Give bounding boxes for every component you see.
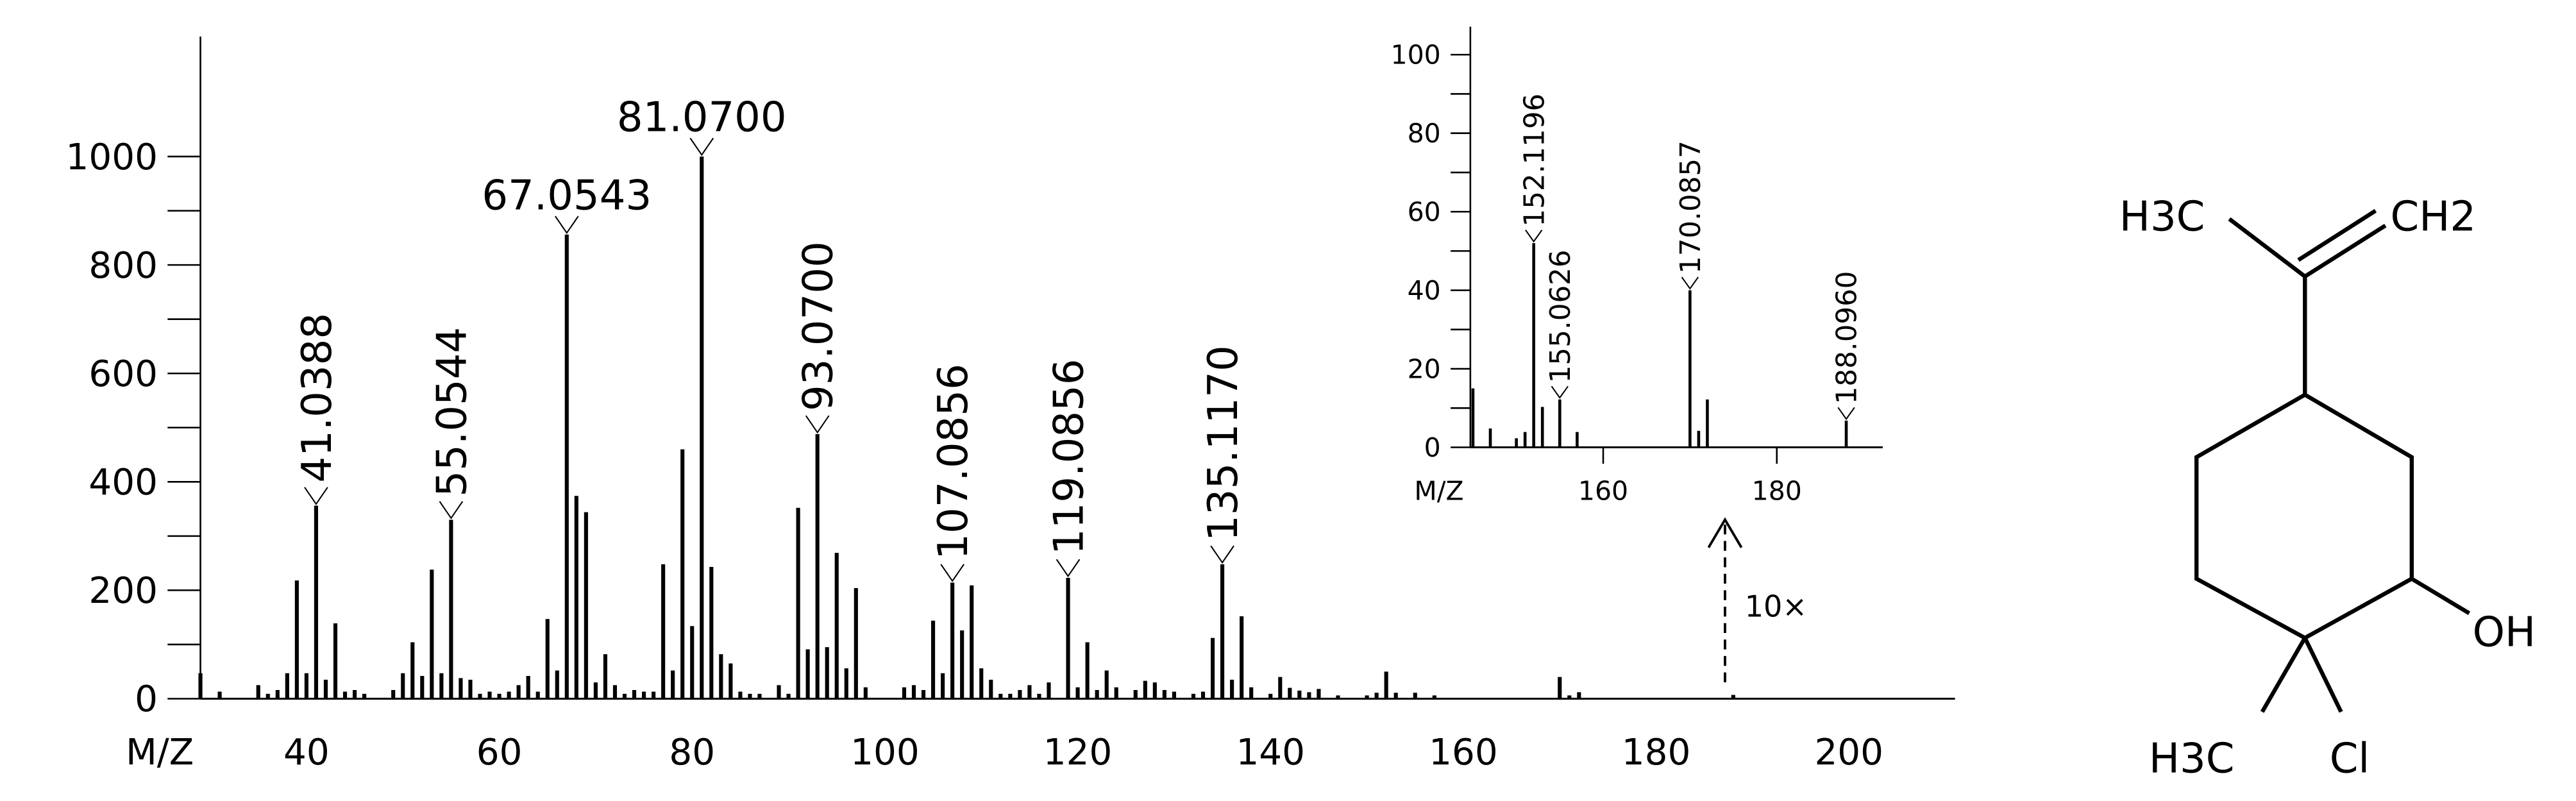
cyclohexane-ring — [2194, 392, 2414, 641]
x-tick-label: 160 — [1429, 732, 1498, 773]
x-tick-label: 180 — [1622, 732, 1691, 773]
inset-spectrum: 0 20 40 60 80 100 160 180 M/Z 152.1196 155.0626 170… — [1391, 26, 1883, 506]
peak-marker — [805, 415, 830, 434]
x-tick-label: 160 — [1578, 475, 1628, 506]
peak-label: 135.1170 — [1200, 345, 1247, 541]
peak-marker — [940, 564, 964, 582]
x-tick-label: 60 — [476, 732, 523, 773]
y-tick-label: 400 — [88, 462, 158, 503]
bond-oh — [2411, 577, 2471, 616]
peak-marker — [1056, 559, 1081, 578]
x-axis-title: M/Z — [1414, 475, 1463, 506]
y-tick-label: 800 — [88, 245, 158, 287]
bond-double-2 — [2297, 208, 2377, 262]
peak-label: 155.0626 — [1545, 249, 1577, 383]
y-tick-label: 1000 — [66, 137, 158, 178]
y-tick-label: 600 — [88, 353, 158, 395]
peak-marker — [1525, 230, 1543, 243]
atom-labels: H3C CH2 OH H3C Cl — [2119, 193, 2536, 782]
y-tick-label: 20 — [1408, 353, 1441, 384]
y-tick-label: 80 — [1408, 118, 1441, 149]
peak-label: 67.0543 — [482, 172, 652, 219]
y-tick-label: 100 — [1391, 40, 1441, 71]
peak-label: 188.0960 — [1831, 271, 1864, 404]
peak-label: 41.0388 — [294, 313, 341, 483]
bond-cl — [2303, 637, 2343, 713]
peak-marker — [1681, 276, 1699, 290]
x-tick-label: 140 — [1236, 732, 1305, 773]
bond-methyl-top — [2228, 217, 2307, 278]
magnification-indicator: 10× — [1707, 517, 1807, 682]
x-tick-label: 200 — [1814, 732, 1883, 773]
chemical-structure — [2194, 208, 2471, 713]
y-tick-label: 60 — [1408, 196, 1441, 227]
arrow-up-icon — [1707, 517, 1743, 548]
peak-label: 119.0856 — [1046, 359, 1093, 555]
peak-marker — [1210, 545, 1234, 564]
x-tick-label: 180 — [1752, 475, 1802, 506]
x-tick-label: 40 — [283, 732, 330, 773]
atom-label-ch2: CH2 — [2391, 193, 2477, 240]
x-tick-label: 120 — [1043, 732, 1113, 773]
x-tick-label: 100 — [850, 732, 920, 773]
peak-label: 81.0700 — [617, 94, 787, 142]
bond-methyl-bottom — [2260, 637, 2307, 713]
peak-label: 152.1196 — [1519, 94, 1551, 227]
atom-label-h3c-top: H3C — [2119, 193, 2205, 240]
peak-marker — [1837, 407, 1855, 421]
peak-label: 107.0856 — [930, 364, 977, 560]
peak-label: 55.0544 — [428, 327, 476, 497]
peak-marker — [439, 501, 464, 519]
peak-marker — [304, 487, 328, 505]
peak-marker — [555, 215, 579, 235]
atom-label-oh: OH — [2473, 609, 2536, 656]
x-tick-label: 80 — [669, 732, 715, 773]
atom-label-cl: Cl — [2330, 736, 2370, 783]
peak-label: 93.0700 — [795, 241, 843, 411]
y-tick-label: 200 — [88, 570, 158, 612]
atom-label-h3c-bottom: H3C — [2149, 736, 2235, 783]
peak-label: 170.0857 — [1675, 140, 1707, 274]
magnification-label: 10× — [1745, 589, 1807, 623]
y-tick-label: 0 — [135, 679, 158, 720]
peak-marker — [689, 137, 714, 156]
peak-marker — [1551, 385, 1569, 400]
y-tick-label: 40 — [1408, 275, 1441, 306]
bond-double-1 — [2303, 223, 2387, 278]
y-tick-label: 0 — [1424, 432, 1441, 463]
x-axis-title: M/Z — [126, 732, 194, 773]
